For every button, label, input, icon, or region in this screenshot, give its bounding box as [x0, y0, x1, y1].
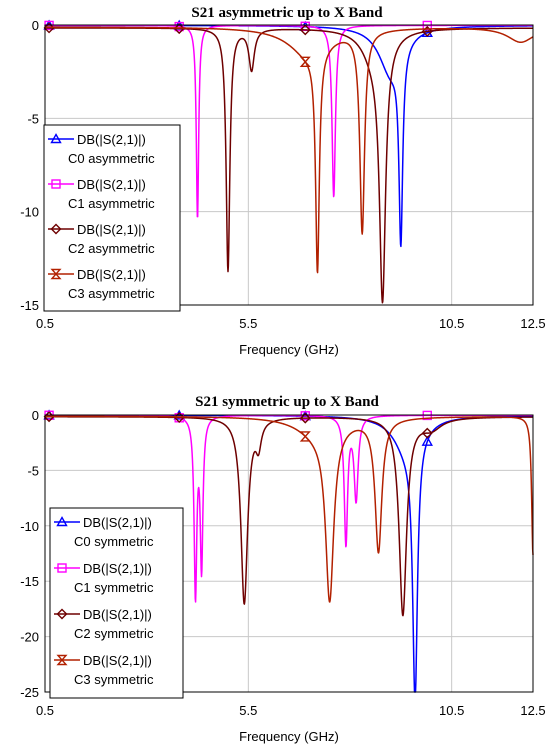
legend: DB(|S(2,1)|) C0 asymmetric DB(|S(2,1)|) C1 … [43, 124, 181, 312]
chart-symmetric: S21 symmetric up to X Band 0.5 5.5 10.5 12.… [20, 394, 545, 744]
y-tick-label: -15 [20, 298, 39, 313]
tick-labels: 0.5 5.5 10.5 12.5 0 -5 -10 -15 [20, 18, 545, 331]
data-point-marker [299, 56, 311, 68]
x-tick-label: 0.5 [36, 703, 54, 718]
series-line-3 [44, 26, 534, 274]
data-point-marker [173, 23, 185, 35]
legend-entry-label: C3 asymmetric [68, 286, 155, 301]
legend-marker [50, 268, 62, 280]
legend-entry-name: DB(|S(2,1)|) [77, 267, 146, 282]
y-tick-label: -10 [20, 519, 39, 534]
legend-entry-label: C1 asymmetric [68, 196, 155, 211]
legend-entry-name: DB(|S(2,1)|) [83, 515, 152, 530]
legend-marker [56, 608, 68, 620]
x-tick-label: 10.5 [439, 316, 464, 331]
legend-marker [57, 563, 67, 573]
legend-entry-label: C0 asymmetric [68, 151, 155, 166]
plot-frame [44, 414, 534, 693]
legend-entry-label: C2 symmetric [74, 626, 154, 641]
chart-title: S21 symmetric up to X Band [195, 394, 379, 410]
data-point-marker [173, 412, 185, 424]
y-tick-label: -15 [20, 574, 39, 589]
data-point-marker [299, 431, 311, 442]
y-tick-label: 0 [32, 408, 39, 423]
legend-entry-label: C3 symmetric [74, 672, 154, 687]
legend-marker [51, 179, 61, 189]
series-line-3 [44, 415, 534, 603]
y-tick-label: -20 [20, 630, 39, 645]
x-tick-label: 12.5 [520, 703, 545, 718]
x-tick-label: 0.5 [36, 316, 54, 331]
x-axis-label: Frequency (GHz) [239, 729, 339, 744]
legend-marker [50, 223, 62, 235]
legend-entry-label: C0 symmetric [74, 534, 154, 549]
legend-marker [50, 133, 62, 144]
data-point-marker [299, 24, 311, 36]
legend-box [49, 507, 184, 699]
chart-title: S21 asymmetric up to X Band [191, 5, 383, 21]
data-point-marker [421, 427, 433, 439]
legend-entry-label: C2 asymmetric [68, 241, 155, 256]
y-tick-label: -5 [27, 111, 39, 126]
y-tick-label: -10 [20, 205, 39, 220]
legend: DB(|S(2,1)|) C0 symmetric DB(|S(2,1)|) C1 s… [49, 507, 184, 699]
y-tick-label: 0 [32, 18, 39, 33]
tick-labels: 0.5 5.5 10.5 12.5 0 -5 -10 -15 -20 -25 [20, 408, 545, 718]
y-tick-label: -5 [27, 463, 39, 478]
x-axis-label: Frequency (GHz) [239, 342, 339, 357]
data-point-marker [174, 21, 184, 32]
legend-entry-name: DB(|S(2,1)|) [83, 653, 152, 668]
data-point-marker [300, 411, 310, 421]
x-tick-label: 5.5 [239, 316, 257, 331]
data-point-marker [421, 25, 433, 37]
legend-marker [56, 654, 68, 666]
legend-entry-name: DB(|S(2,1)|) [77, 222, 146, 237]
legend-marker [56, 516, 68, 527]
data-point-marker [299, 412, 311, 424]
x-tick-label: 12.5 [520, 316, 545, 331]
legend-entry-name: DB(|S(2,1)|) [77, 132, 146, 147]
legend-box [43, 124, 181, 312]
legend-entry-label: C1 symmetric [74, 580, 154, 595]
legend-entry-name: DB(|S(2,1)|) [83, 607, 152, 622]
legend-entry-name: DB(|S(2,1)|) [83, 561, 152, 576]
legend-entry-name: DB(|S(2,1)|) [77, 177, 146, 192]
y-tick-label: -25 [20, 685, 39, 700]
data-point-marker [421, 435, 433, 446]
chart-asymmetric: S21 asymmetric up to X Band 0.5 5.5 10.5 12… [20, 5, 545, 357]
x-tick-label: 5.5 [239, 703, 257, 718]
x-tick-label: 10.5 [439, 703, 464, 718]
